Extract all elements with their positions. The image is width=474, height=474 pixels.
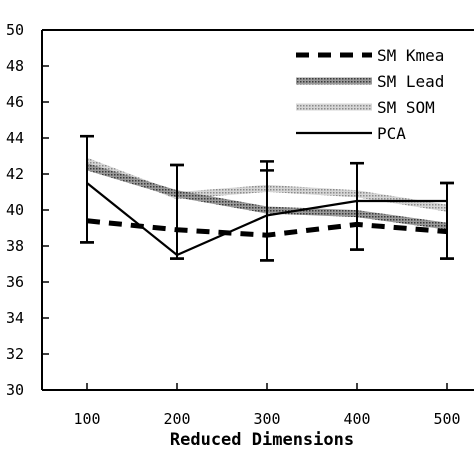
legend-item: PCA: [296, 124, 406, 143]
y-tick-label: 44: [6, 129, 24, 147]
error-bar: [440, 181, 454, 260]
legend-item: SM SOM: [296, 98, 435, 117]
error-bar: [80, 134, 94, 244]
x-tick-label: 200: [163, 410, 190, 428]
y-tick-label: 38: [6, 237, 24, 255]
y-tick-label: 42: [6, 165, 24, 183]
y-tick-label: 48: [6, 57, 24, 75]
x-axis: 100 200 300 400 500: [73, 383, 461, 428]
legend-label: PCA: [377, 124, 406, 143]
error-bar: [350, 161, 364, 251]
x-tick-label: 100: [73, 410, 100, 428]
y-tick-label: 30: [6, 381, 24, 399]
legend-label: SM Lead: [377, 72, 444, 91]
y-tick-label: 32: [6, 345, 24, 363]
x-axis-title: Reduced Dimensions: [170, 430, 354, 450]
series-layer: [80, 134, 454, 262]
x-tick-label: 500: [433, 410, 460, 428]
y-tick-label: 34: [6, 309, 24, 327]
legend-label: SM Kmea: [377, 46, 444, 65]
y-tick-label: 50: [6, 21, 24, 39]
error-bar: [260, 160, 274, 262]
y-axis: 30 32 34 36 38 40 42 44 46 48 50: [6, 21, 49, 399]
y-tick-label: 46: [6, 93, 24, 111]
legend-item: SM Kmea: [296, 46, 444, 65]
legend: SM Kmea SM Lead SM SOM PCA: [296, 46, 444, 143]
y-tick-label: 36: [6, 273, 24, 291]
x-tick-label: 300: [253, 410, 280, 428]
error-bar: [170, 163, 184, 260]
y-tick-label: 40: [6, 201, 24, 219]
legend-item: SM Lead: [296, 72, 444, 91]
x-tick-label: 400: [343, 410, 370, 428]
legend-label: SM SOM: [377, 98, 435, 117]
